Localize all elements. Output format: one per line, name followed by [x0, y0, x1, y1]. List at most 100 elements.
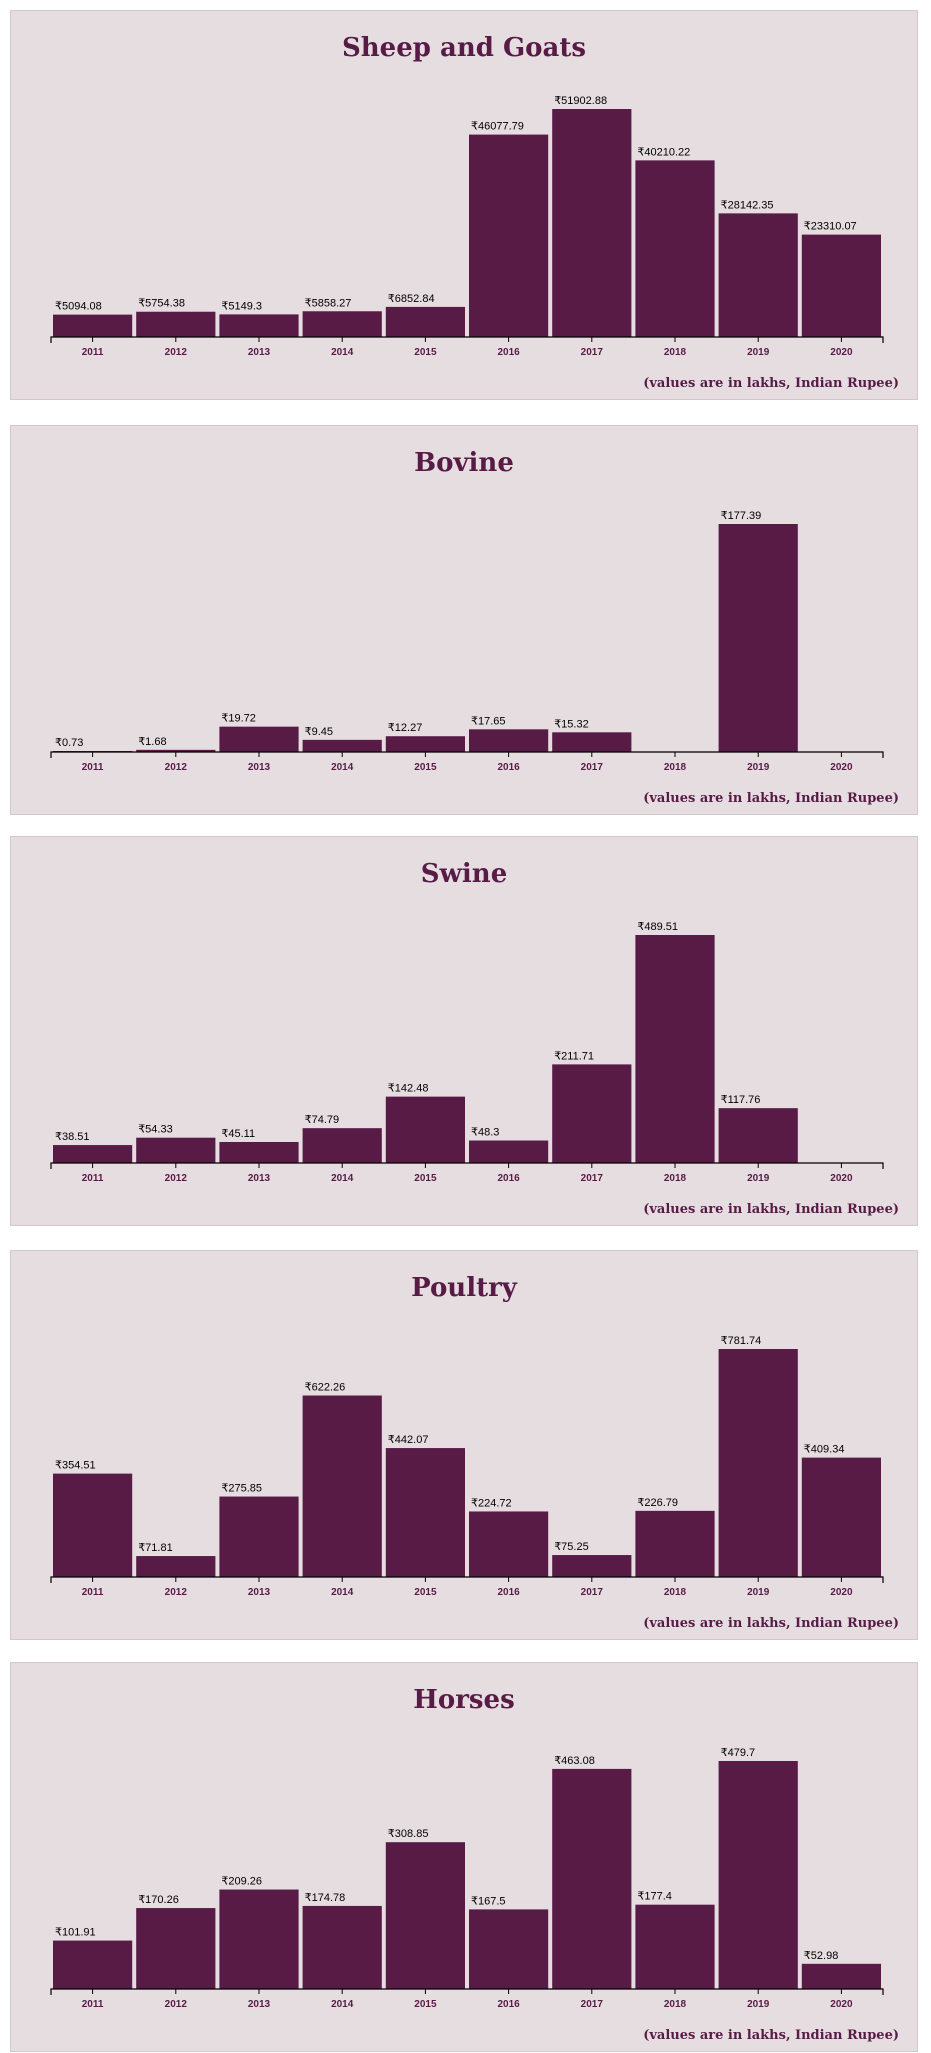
bar-2019[interactable]	[718, 1761, 798, 1989]
bar-2014[interactable]	[302, 1395, 382, 1577]
bar-2013[interactable]	[219, 1141, 299, 1163]
data-label-2011: ₹38.51	[55, 1131, 90, 1143]
x-tick-label-2014: 2014	[331, 1999, 354, 2010]
bar-2012[interactable]	[136, 749, 216, 752]
bar-2012[interactable]	[136, 1137, 216, 1163]
x-tick-label-2013: 2013	[248, 1587, 271, 1598]
data-label-2017: ₹51902.88	[554, 95, 607, 107]
bar-2014[interactable]	[302, 739, 382, 752]
chart-panel: Poultry ₹354.51 2011 ₹71.81 2012 ₹275.85 2013 ₹…	[10, 1250, 918, 1640]
data-label-2020: ₹409.34	[804, 1444, 845, 1456]
bar-2015[interactable]	[385, 1842, 465, 1989]
units-note: (values are in lakhs, Indian Rupee)	[643, 376, 899, 391]
x-tick-label-2011: 2011	[82, 1587, 104, 1598]
data-label-2012: ₹5754.38	[138, 298, 185, 310]
x-tick-label-2016: 2016	[497, 762, 520, 773]
bar-2016[interactable]	[469, 1909, 549, 1989]
data-label-2014: ₹74.79	[305, 1114, 340, 1126]
bar-2011[interactable]	[53, 1473, 133, 1577]
bar-2020[interactable]	[801, 1457, 881, 1577]
data-label-2011: ₹5094.08	[55, 301, 102, 313]
x-tick-label-2013: 2013	[248, 1173, 271, 1184]
data-label-2015: ₹442.07	[388, 1434, 429, 1446]
bar-2019[interactable]	[718, 1108, 798, 1163]
bar-2011[interactable]	[53, 1145, 133, 1163]
data-label-2019: ₹781.74	[721, 1335, 762, 1347]
x-tick-label-2011: 2011	[82, 1999, 104, 2010]
data-label-2013: ₹275.85	[221, 1483, 262, 1495]
x-tick-label-2011: 2011	[82, 347, 104, 358]
bar-2019[interactable]	[718, 524, 798, 752]
x-tick-label-2016: 2016	[497, 1999, 520, 2010]
bar-2011[interactable]	[53, 314, 133, 337]
bar-2013[interactable]	[219, 1889, 299, 1989]
x-tick-label-2020: 2020	[830, 1173, 853, 1184]
bar-2018[interactable]	[635, 1510, 715, 1577]
x-tick-label-2014: 2014	[331, 1173, 354, 1184]
bar-2017[interactable]	[552, 1555, 632, 1577]
data-label-2014: ₹174.78	[305, 1892, 346, 1904]
bar-2015[interactable]	[385, 306, 465, 337]
x-tick-label-2017: 2017	[581, 1999, 604, 2010]
x-tick-label-2015: 2015	[414, 1173, 437, 1184]
bar-2012[interactable]	[136, 311, 216, 337]
bar-2013[interactable]	[219, 314, 299, 337]
x-tick-label-2012: 2012	[165, 1173, 188, 1184]
bar-2012[interactable]	[136, 1556, 216, 1577]
bar-2015[interactable]	[385, 1096, 465, 1163]
bar-chart: ₹0.73 2011 ₹1.68 2012 ₹19.72 2013 ₹9.45 2014 ₹12…	[50, 510, 884, 773]
data-label-2016: ₹46077.79	[471, 121, 524, 133]
bar-2017[interactable]	[552, 1064, 632, 1163]
x-tick-label-2013: 2013	[248, 1999, 271, 2010]
x-tick-label-2018: 2018	[664, 1587, 687, 1598]
bar-2017[interactable]	[552, 732, 632, 752]
data-label-2014: ₹5858.27	[305, 297, 352, 309]
data-label-2012: ₹54.33	[138, 1124, 173, 1136]
data-label-2019: ₹28142.35	[721, 199, 774, 211]
bar-2020[interactable]	[801, 234, 881, 337]
bar-2012[interactable]	[136, 1908, 216, 1989]
bar-2018[interactable]	[635, 160, 715, 337]
bar-2016[interactable]	[469, 1140, 549, 1163]
x-tick-label-2020: 2020	[830, 762, 853, 773]
bar-2018[interactable]	[635, 935, 715, 1163]
chart-title: Horses	[413, 1685, 515, 1715]
data-label-2017: ₹211.71	[554, 1050, 594, 1062]
data-label-2012: ₹71.81	[138, 1542, 173, 1554]
data-label-2011: ₹101.91	[55, 1927, 96, 1939]
bar-2014[interactable]	[302, 1128, 382, 1163]
bar-2019[interactable]	[718, 213, 798, 337]
bar-2015[interactable]	[385, 736, 465, 752]
x-axis-line	[50, 336, 884, 343]
units-note: (values are in lakhs, Indian Rupee)	[643, 791, 899, 806]
x-tick-label-2015: 2015	[414, 762, 437, 773]
bar-2013[interactable]	[219, 726, 299, 752]
data-label-2015: ₹308.85	[388, 1828, 429, 1840]
bar-2017[interactable]	[552, 109, 632, 337]
bar-2015[interactable]	[385, 1448, 465, 1577]
x-tick-label-2012: 2012	[165, 1999, 188, 2010]
data-label-2019: ₹479.7	[721, 1747, 756, 1759]
bar-2016[interactable]	[469, 134, 549, 337]
data-label-2018: ₹489.51	[637, 921, 678, 933]
bar-2016[interactable]	[469, 729, 549, 752]
x-axis-line	[50, 1988, 884, 1995]
x-tick-label-2017: 2017	[581, 762, 604, 773]
data-label-2016: ₹17.65	[471, 715, 506, 727]
bar-2020[interactable]	[801, 1963, 881, 1989]
x-tick-label-2014: 2014	[331, 762, 354, 773]
bar-2018[interactable]	[635, 1904, 715, 1989]
bar-2011[interactable]	[53, 1940, 133, 1989]
bar-2014[interactable]	[302, 311, 382, 337]
bar-2019[interactable]	[718, 1349, 798, 1577]
data-label-2013: ₹45.11	[221, 1128, 255, 1140]
x-tick-label-2019: 2019	[747, 1999, 770, 2010]
chart-panel: Bovine ₹0.73 2011 ₹1.68 2012 ₹19.72 2013 ₹9.45 2…	[10, 425, 918, 815]
bar-2014[interactable]	[302, 1905, 382, 1989]
data-label-2015: ₹12.27	[388, 722, 423, 734]
bar-2017[interactable]	[552, 1768, 632, 1989]
x-tick-label-2014: 2014	[331, 1587, 354, 1598]
chart-panel: Sheep and Goats ₹5094.08 2011 ₹5754.38 2012 ₹…	[10, 10, 918, 400]
bar-2013[interactable]	[219, 1496, 299, 1577]
bar-2016[interactable]	[469, 1511, 549, 1577]
